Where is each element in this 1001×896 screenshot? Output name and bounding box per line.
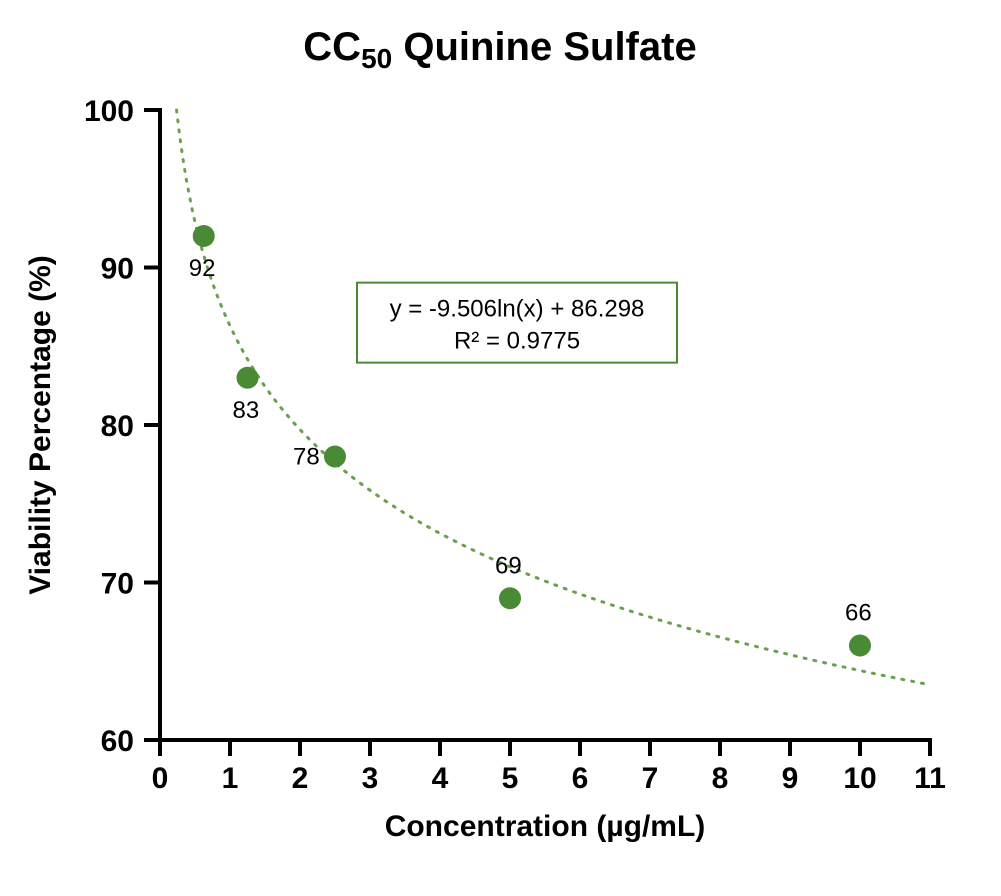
x-tick-label: 11 [914, 762, 946, 795]
chart-container: CC50 Quinine Sulfate60708090100012345678… [0, 0, 1001, 896]
x-tick-label: 5 [502, 762, 519, 795]
x-tick-label: 3 [362, 762, 379, 795]
x-tick-label: 4 [432, 762, 449, 795]
y-axis-label: Viability Percentage (%) [24, 255, 57, 595]
x-tick-label: 9 [782, 762, 799, 795]
x-tick-label: 0 [152, 762, 169, 795]
data-marker [499, 587, 521, 609]
x-tick-label: 1 [222, 762, 239, 795]
data-label: 83 [233, 397, 260, 424]
data-marker [193, 225, 215, 247]
data-marker [324, 446, 346, 468]
data-marker [237, 367, 259, 389]
data-label: 69 [495, 552, 522, 579]
x-tick-label: 7 [642, 762, 659, 795]
data-label: 66 [845, 600, 872, 627]
x-tick-label: 6 [572, 762, 589, 795]
x-axis-label: Concentration (µg/mL) [385, 810, 706, 843]
y-tick-label: 90 [101, 253, 134, 286]
x-tick-label: 8 [712, 762, 729, 795]
data-marker [849, 635, 871, 657]
data-label: 78 [293, 444, 320, 471]
y-tick-label: 60 [101, 725, 134, 758]
y-tick-label: 70 [101, 568, 134, 601]
x-tick-label: 2 [292, 762, 309, 795]
chart-title: CC50 Quinine Sulfate [303, 25, 696, 74]
chart-svg: CC50 Quinine Sulfate60708090100012345678… [0, 0, 1001, 896]
equation-line2: R² = 0.9775 [454, 328, 580, 355]
x-tick-label: 10 [843, 762, 876, 795]
equation-line1: y = -9.506ln(x) + 86.298 [390, 296, 645, 323]
fitted-curve [177, 110, 930, 685]
y-tick-label: 100 [84, 95, 134, 128]
data-label: 92 [189, 255, 216, 282]
y-tick-label: 80 [101, 410, 134, 443]
